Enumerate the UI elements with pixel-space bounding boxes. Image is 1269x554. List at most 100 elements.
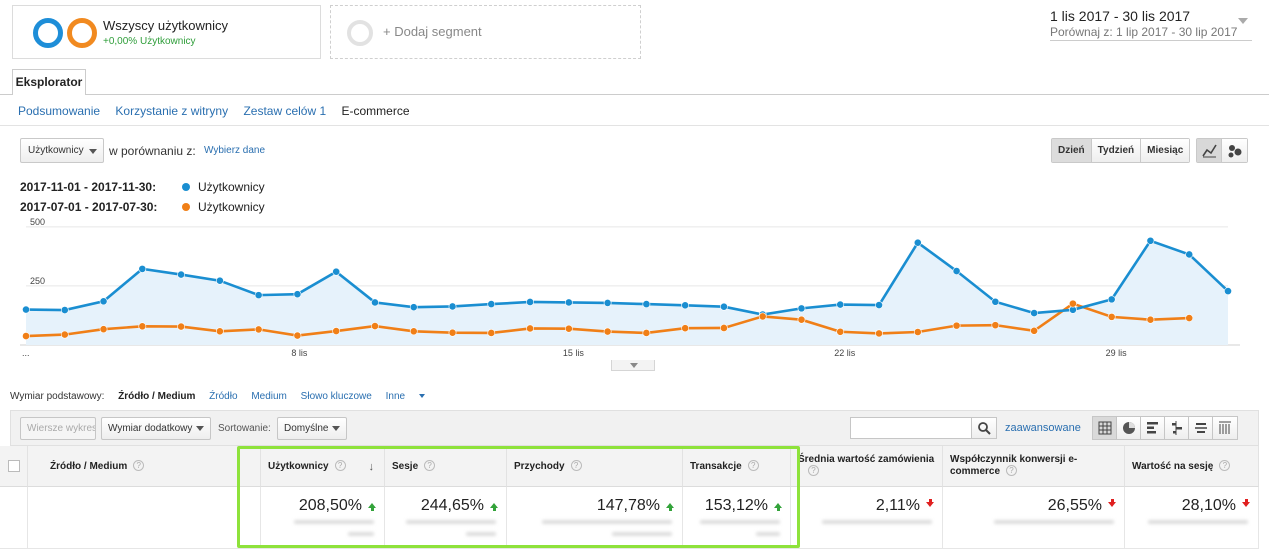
tab-explorer[interactable]: Eksplorator [12, 69, 86, 95]
line-chart-view-button[interactable] [1197, 139, 1222, 162]
help-icon[interactable]: ? [1006, 465, 1018, 476]
avg-order-value-header-label: Średnia wartość zamówienia [798, 454, 935, 465]
select-all-checkbox[interactable] [8, 460, 20, 472]
term-cloud-view-button[interactable] [1189, 417, 1213, 439]
subtab-ecommerce[interactable]: E-commerce [341, 104, 410, 118]
blurred-detail [612, 532, 672, 536]
sort-select[interactable]: Domyślne [277, 417, 348, 440]
data-point [293, 290, 302, 299]
users-header-label: Użytkownicy [268, 461, 329, 472]
data-point [22, 332, 30, 340]
choose-data-link[interactable]: Wybierz dane [204, 145, 266, 156]
transactions-header[interactable]: Transakcje? [683, 446, 791, 487]
data-point [797, 304, 806, 313]
y-tick-label: 500 [30, 217, 45, 227]
dimension-other[interactable]: Inne [386, 391, 436, 402]
date-range-dropdown-icon[interactable] [1238, 18, 1248, 24]
x-tick-label: 29 lis [1106, 348, 1128, 358]
data-point [913, 238, 922, 247]
data-point [1146, 315, 1155, 324]
line-chart-icon [1202, 144, 1217, 158]
help-icon[interactable]: ? [808, 465, 819, 476]
help-icon[interactable]: ? [747, 460, 759, 471]
primary-dimension-label: Wymiar podstawowy: [10, 391, 105, 402]
advanced-filter-link[interactable]: zaawansowane [1005, 422, 1081, 434]
data-point [332, 267, 341, 276]
metric-select[interactable]: Użytkownicy [20, 138, 104, 163]
data-point [1107, 312, 1116, 321]
help-icon[interactable]: ? [570, 460, 582, 471]
select-all-header [0, 446, 28, 487]
users-total-value: 208,50% [298, 497, 362, 514]
data-point [1107, 295, 1116, 304]
ecommerce-conversion-header-label: Współczynnik konwersji e-commerce [950, 454, 1078, 477]
term-cloud-icon [1195, 423, 1207, 433]
value-per-session-header[interactable]: Wartość na sesję? [1125, 446, 1259, 487]
performance-view-button[interactable] [1141, 417, 1165, 439]
help-icon[interactable]: ? [1219, 460, 1231, 471]
search-button[interactable] [971, 417, 997, 439]
data-point [448, 302, 457, 311]
subtab-goal-set[interactable]: Zestaw celów 1 [243, 104, 327, 118]
data-point [1185, 250, 1194, 259]
secondary-dimension-button[interactable]: Wymiar dodatkowy [101, 417, 212, 440]
data-point [487, 300, 496, 309]
chart-collapse-toggle[interactable] [611, 360, 655, 371]
data-point [952, 267, 961, 275]
revenue-total-cell: 147,78% [507, 487, 683, 549]
trend-down-icon [926, 499, 934, 507]
data-point [60, 330, 69, 339]
revenue-header-label: Przychody [514, 461, 565, 472]
table-view-toggle [1092, 416, 1238, 440]
add-segment-button[interactable]: + Dodaj segment [330, 5, 641, 59]
data-point [215, 276, 224, 285]
date-range-underline [1050, 40, 1252, 41]
data-point [138, 322, 147, 331]
compare-label: w porównaniu z: [109, 144, 196, 158]
dimension-source[interactable]: Źródło [209, 391, 238, 402]
trend-up-icon [368, 503, 376, 511]
subtab-summary[interactable]: Podsumowanie [18, 104, 101, 118]
subtab-site-usage[interactable]: Korzystanie z witryny [115, 104, 229, 118]
data-point [913, 328, 922, 336]
sessions-header[interactable]: Sesje? [385, 446, 507, 487]
dimension-keyword[interactable]: Słowo kluczowe [300, 391, 372, 402]
bubble-chart-icon [1228, 145, 1242, 158]
help-icon[interactable]: ? [133, 460, 145, 471]
metric-select-value: Użytkownicy [28, 145, 84, 156]
dimension-source-medium[interactable]: Źródło / Medium [118, 391, 196, 402]
plot-rows-button[interactable]: Wiersze wykresu [20, 417, 96, 440]
help-icon[interactable]: ? [424, 460, 436, 471]
data-point [1030, 309, 1039, 317]
dimension-header[interactable]: Źródło / Medium? [28, 446, 261, 487]
table-view-button[interactable] [1093, 417, 1117, 439]
table-search-input[interactable] [850, 417, 972, 439]
motion-chart-view-button[interactable] [1222, 139, 1247, 162]
blurred-detail [822, 520, 932, 524]
chevron-down-icon [89, 149, 97, 154]
revenue-header[interactable]: Przychody? [507, 446, 683, 487]
data-point [1030, 326, 1039, 335]
period-week-button[interactable]: Tydzień [1091, 139, 1142, 162]
sessions-total-value: 244,65% [420, 497, 484, 514]
y-tick-label: 250 [30, 276, 45, 286]
users-header[interactable]: Użytkownicy? ↓ [261, 446, 385, 487]
ecommerce-conversion-header[interactable]: Współczynnik konwersji e-commerce? [943, 446, 1125, 487]
sort-select-value: Domyślne [284, 423, 329, 434]
help-icon[interactable]: ? [334, 460, 346, 471]
x-tick-label: ... [22, 348, 30, 358]
avg-order-value-header[interactable]: Średnia wartość zamówienia? [791, 446, 943, 487]
date-range-compare[interactable]: Porównaj z: 1 lip 2017 - 30 lip 2017 [1050, 25, 1238, 39]
period-day-button[interactable]: Dzień [1052, 139, 1092, 162]
users-line-chart[interactable]: 500 250... 8 lis 15 lis 22 lis 29 lis [0, 215, 1269, 365]
dimension-medium[interactable]: Medium [251, 391, 287, 402]
pie-view-button[interactable] [1117, 417, 1141, 439]
segment-all-users[interactable]: Wszyscy użytkownicy +0,00% Użytkownicy [12, 5, 321, 59]
chevron-down-icon [196, 425, 205, 431]
legend-current-dot-icon [182, 183, 190, 191]
comparison-view-button[interactable] [1165, 417, 1189, 439]
date-range-main[interactable]: 1 lis 2017 - 30 lis 2017 [1050, 8, 1191, 24]
pivot-view-button[interactable] [1213, 417, 1237, 439]
period-month-button[interactable]: Miesiąc [1141, 139, 1190, 162]
avg-order-value-total-value: 2,11% [875, 497, 920, 514]
